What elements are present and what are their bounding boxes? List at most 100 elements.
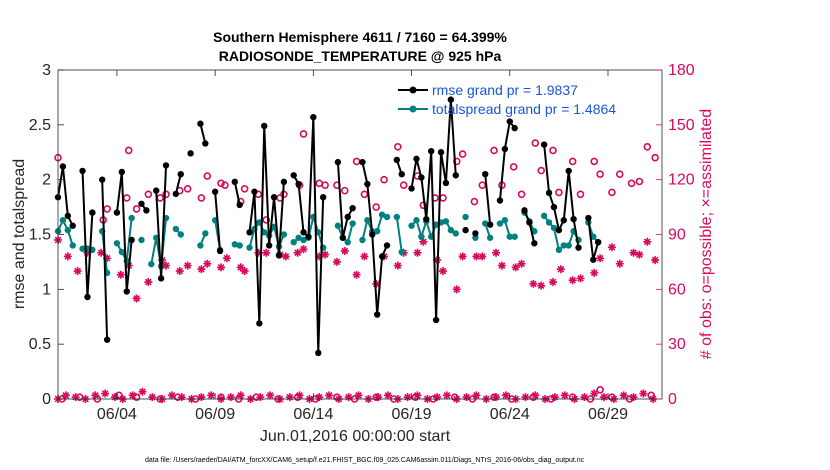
spread-point [295,234,302,241]
right-y-ticks: 0 30 60 90 120 150 180 [656,62,695,408]
spread-point [148,260,155,268]
assimilated-obs-point [643,237,652,246]
x-tick-label: 06/14 [293,406,333,423]
assimilated-obs-point [83,248,92,257]
rmse-point [231,178,238,186]
spread-point [472,234,479,241]
rmse-point [594,238,602,246]
spread-point [300,236,307,244]
assimilated-obs-point [492,393,501,402]
rmse-point [211,188,219,195]
assimilated-obs-point [197,265,206,274]
assimilated-obs-point [607,243,616,252]
assimilated-obs-point [511,263,520,272]
spread-point [364,217,371,224]
assimilated-obs-point [651,256,660,265]
rmse-point [486,221,494,228]
left-tick-label: 1.5 [29,227,51,244]
assimilated-obs-point [548,278,557,287]
rmse-point [89,209,96,216]
possible-obs-point [132,205,141,213]
assimilated-obs-point [590,268,599,277]
rmse-point [64,212,72,220]
assimilated-obs-point [568,276,577,285]
rmse-point [295,180,302,188]
rmse-point [447,96,455,103]
left-y-ticks: 0 0.5 1 1.5 2 2.5 3 [29,62,64,408]
assimilated-obs-point [226,393,235,402]
rmse-line [199,123,207,144]
assimilated-obs-point [132,294,141,303]
spread-point [290,238,297,246]
assimilated-obs-point [442,391,451,400]
rmse-point [408,185,415,192]
x-tick-label: 06/24 [490,406,530,423]
rmse-point [359,158,366,166]
rmse-line [57,166,74,227]
assimilated-obs-point [101,389,110,398]
x-tick-label: 06/04 [97,406,137,423]
rmse-point [364,180,371,188]
right-tick-label: 30 [668,336,686,353]
rmse-point [315,349,322,357]
rmse-point [300,229,307,236]
x-tick-label: 06/29 [588,406,628,423]
rmse-point [550,203,558,211]
spread-point [452,230,459,237]
possible-obs-point [549,146,557,155]
assimilated-obs-point [521,393,530,402]
rmse-point [501,145,509,153]
possible-obs-point [615,170,624,178]
assimilated-obs-point [383,391,392,400]
assimilated-obs-point [281,252,290,261]
spread-point [486,234,494,241]
rmse-line [101,179,109,340]
spread-point [393,213,401,221]
rmse-point [334,158,342,166]
assimilated-obs-point [222,254,231,263]
assimilated-obs-point [413,391,422,400]
rmse-point [575,244,582,251]
spread-point [359,236,366,244]
spread-point [197,242,204,249]
rmse-point [418,174,425,181]
assimilated-obs-point [537,281,546,290]
rmse-point [413,155,420,163]
rmse-line [410,99,457,321]
chart-title-line2: RADIOSONDE_TEMPERATURE @ 925 hPa [219,48,502,64]
possible-obs-point [635,177,644,186]
right-tick-label: 0 [668,391,677,408]
spread-point [462,213,469,221]
footer-datafile: data file: /Users/raeder/DAI/ATM_forcXX/… [145,457,585,464]
assimilated-obs-point [332,257,341,266]
right-tick-label: 60 [668,281,686,298]
rmse-point [59,163,67,170]
rmse-point [570,215,577,223]
rmse-point [319,194,327,201]
rmse-point [428,147,435,155]
possible-obs-point [590,157,599,166]
rmse-point [378,253,386,260]
rmse-point [256,320,263,327]
legend-spread-marker [409,105,417,113]
spread-point [113,240,121,247]
assimilated-obs-point [472,252,481,261]
spread-point [118,248,126,256]
spread-point [383,213,391,221]
possible-obs-point [103,205,111,213]
assimilated-obs-point [596,254,605,263]
rmse-point [393,156,401,164]
rmse-point [462,226,469,234]
spread-point [344,238,351,246]
assimilated-obs-point [529,279,538,288]
possible-obs-point [203,172,212,180]
rmse-point [369,231,376,238]
spread-point [236,242,243,249]
possible-obs-point [380,175,388,184]
assimilated-obs-point [116,270,125,279]
spread-point [565,242,572,249]
rmse-point [123,288,130,295]
rmse-point [172,190,180,198]
rmse-point [526,219,533,226]
spread-point [511,233,518,240]
